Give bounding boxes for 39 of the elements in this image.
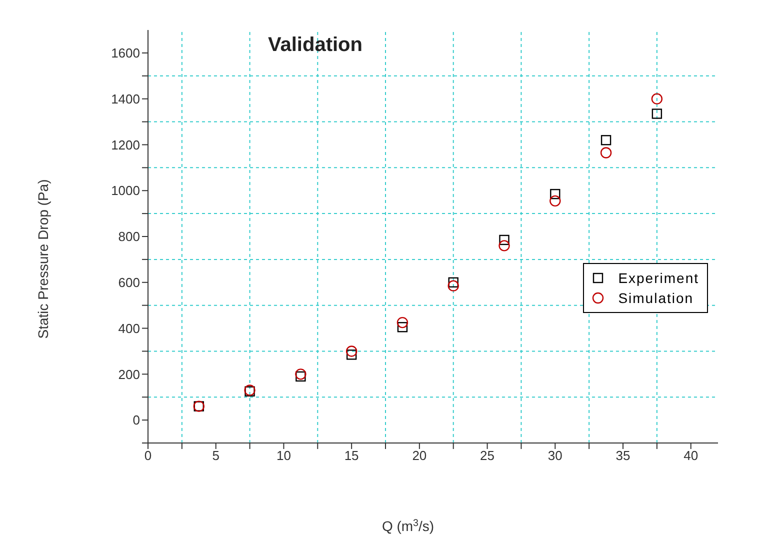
point [448, 277, 458, 288]
point [550, 195, 561, 207]
point [600, 147, 612, 158]
y-tick-label: 200 [118, 366, 140, 382]
point [396, 316, 408, 328]
y-axis-title: Static Pressure Drop (Pa) [35, 179, 51, 339]
x-tick-label: 15 [344, 448, 359, 464]
chart-title: Validation [268, 34, 362, 57]
x-tick-label: 35 [616, 448, 630, 464]
point [397, 322, 408, 332]
point [346, 350, 357, 360]
point [651, 93, 663, 104]
y-tick-label: 1200 [111, 137, 140, 152]
x-tick-label: 0 [144, 448, 152, 464]
y-tick-label: 1600 [111, 46, 140, 61]
point [499, 234, 510, 246]
legend-label: Simulation [618, 289, 694, 308]
x-tick-label: 30 [548, 448, 562, 464]
x-tick-label: 10 [276, 448, 291, 464]
x-tick-label: 5 [212, 448, 220, 464]
x-tick-label: 20 [412, 448, 427, 464]
y-tick-label: 400 [118, 320, 140, 336]
x-tick-label: 40 [684, 448, 698, 464]
point [295, 368, 306, 380]
point [498, 240, 510, 252]
x-tick-label: 25 [480, 448, 495, 464]
point [550, 188, 560, 200]
y-tick-label: 0 [132, 412, 140, 428]
y-tick-label: 800 [118, 229, 140, 244]
point [652, 108, 662, 119]
point [296, 371, 306, 382]
y-tick-label: 600 [118, 275, 140, 290]
x-axis-title: Q (m$^{3}$/s) [382, 518, 434, 534]
point [600, 135, 612, 146]
point [346, 346, 358, 357]
y-tick-label: 1400 [111, 91, 140, 106]
point [448, 280, 459, 292]
legend-label: Experiment [618, 269, 699, 288]
y-tick-label: 1000 [111, 183, 140, 198]
